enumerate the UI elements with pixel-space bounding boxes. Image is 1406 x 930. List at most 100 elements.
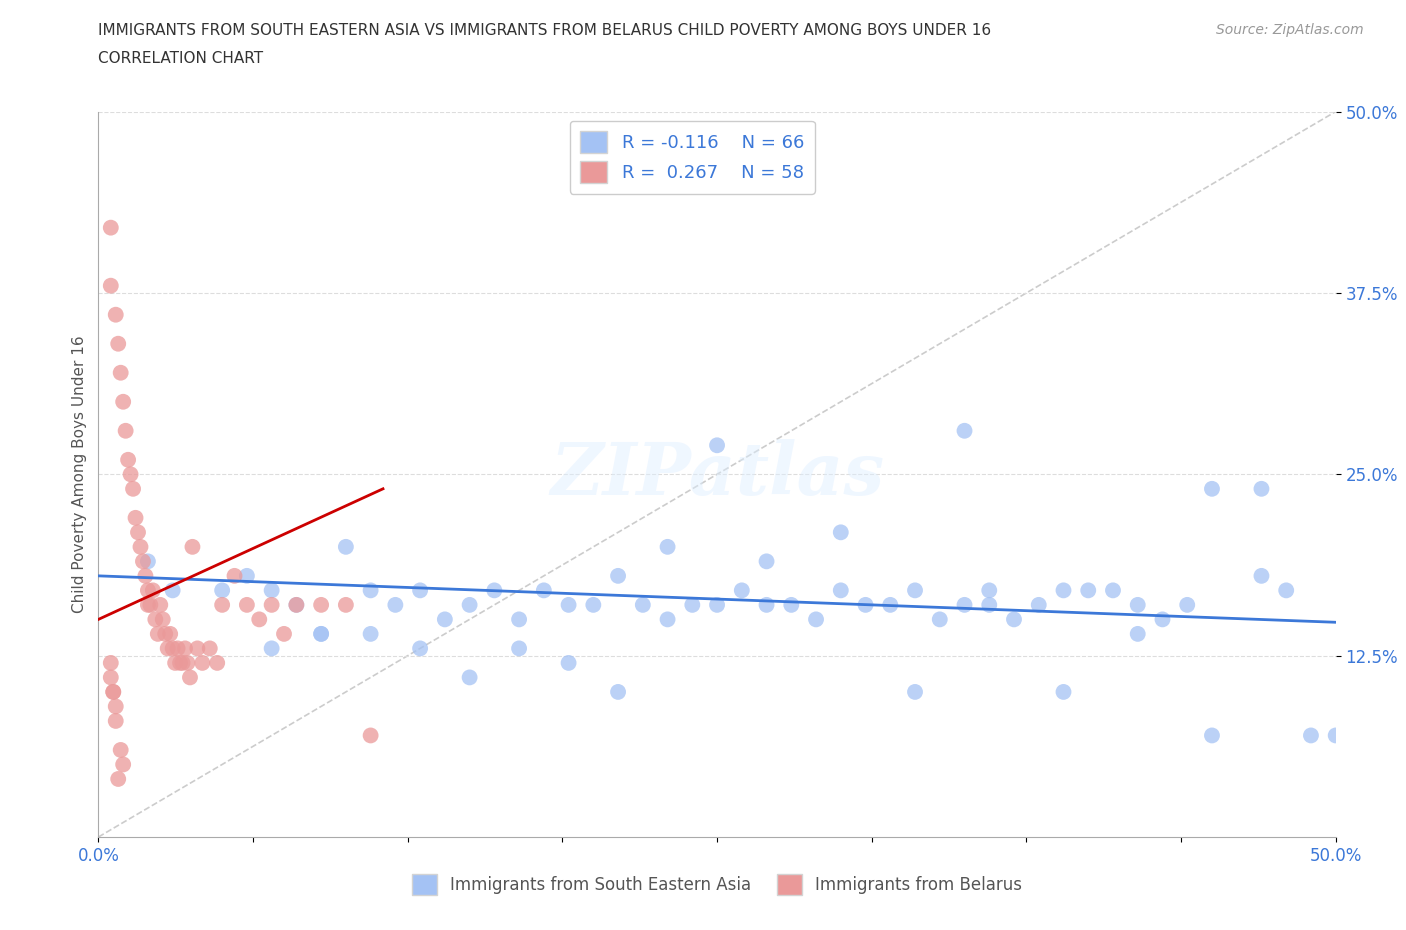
Point bbox=[124, 511, 146, 525]
Point bbox=[904, 583, 927, 598]
Point bbox=[112, 394, 135, 409]
Point bbox=[953, 597, 976, 612]
Point bbox=[1201, 482, 1223, 497]
Point bbox=[169, 656, 191, 671]
Point bbox=[1250, 482, 1272, 497]
Point bbox=[143, 612, 166, 627]
Point bbox=[110, 365, 132, 380]
Point bbox=[1126, 597, 1149, 612]
Point bbox=[100, 670, 122, 684]
Point bbox=[557, 656, 579, 671]
Point bbox=[657, 612, 679, 627]
Point bbox=[165, 656, 187, 671]
Point bbox=[260, 641, 283, 656]
Point bbox=[360, 583, 382, 598]
Point bbox=[166, 641, 188, 656]
Point bbox=[1052, 684, 1074, 699]
Text: CORRELATION CHART: CORRELATION CHART bbox=[98, 51, 263, 66]
Point bbox=[804, 612, 827, 627]
Point bbox=[904, 684, 927, 699]
Point bbox=[139, 597, 162, 612]
Point bbox=[607, 684, 630, 699]
Point bbox=[433, 612, 456, 627]
Point bbox=[149, 597, 172, 612]
Point bbox=[120, 467, 142, 482]
Point bbox=[129, 539, 152, 554]
Point bbox=[146, 627, 169, 642]
Point bbox=[1028, 597, 1050, 612]
Point bbox=[1201, 728, 1223, 743]
Point bbox=[152, 612, 174, 627]
Point bbox=[132, 554, 155, 569]
Point bbox=[181, 539, 204, 554]
Point bbox=[127, 525, 149, 539]
Point bbox=[100, 656, 122, 671]
Point bbox=[484, 583, 506, 598]
Point bbox=[706, 597, 728, 612]
Point bbox=[1299, 728, 1322, 743]
Point bbox=[582, 597, 605, 612]
Point bbox=[205, 656, 228, 671]
Point bbox=[155, 627, 177, 642]
Point bbox=[953, 423, 976, 438]
Point bbox=[104, 713, 127, 728]
Point bbox=[1250, 568, 1272, 583]
Point bbox=[855, 597, 877, 612]
Point bbox=[631, 597, 654, 612]
Point bbox=[273, 627, 295, 642]
Point bbox=[112, 757, 135, 772]
Point bbox=[100, 278, 122, 293]
Point bbox=[508, 641, 530, 656]
Point bbox=[557, 597, 579, 612]
Point bbox=[110, 742, 132, 757]
Point bbox=[104, 699, 127, 714]
Point bbox=[114, 423, 136, 438]
Point bbox=[236, 597, 259, 612]
Point bbox=[107, 337, 129, 352]
Point bbox=[122, 482, 145, 497]
Point bbox=[136, 583, 159, 598]
Point bbox=[409, 583, 432, 598]
Point bbox=[162, 583, 184, 598]
Point bbox=[384, 597, 406, 612]
Point bbox=[458, 597, 481, 612]
Point bbox=[458, 670, 481, 684]
Point bbox=[103, 684, 125, 699]
Point bbox=[142, 583, 165, 598]
Point bbox=[979, 597, 1001, 612]
Point bbox=[156, 641, 179, 656]
Point bbox=[979, 583, 1001, 598]
Point bbox=[1052, 583, 1074, 598]
Text: Source: ZipAtlas.com: Source: ZipAtlas.com bbox=[1216, 23, 1364, 37]
Point bbox=[409, 641, 432, 656]
Point bbox=[607, 568, 630, 583]
Point bbox=[260, 583, 283, 598]
Point bbox=[335, 539, 357, 554]
Point bbox=[360, 627, 382, 642]
Point bbox=[285, 597, 308, 612]
Point bbox=[780, 597, 803, 612]
Point bbox=[508, 612, 530, 627]
Point bbox=[309, 627, 332, 642]
Point bbox=[731, 583, 754, 598]
Point bbox=[706, 438, 728, 453]
Point bbox=[335, 597, 357, 612]
Point bbox=[1102, 583, 1125, 598]
Point bbox=[186, 641, 208, 656]
Point bbox=[247, 612, 270, 627]
Point bbox=[928, 612, 950, 627]
Point bbox=[1324, 728, 1347, 743]
Point bbox=[107, 772, 129, 787]
Point bbox=[224, 568, 246, 583]
Point bbox=[172, 656, 194, 671]
Point bbox=[830, 583, 852, 598]
Point bbox=[159, 627, 181, 642]
Point bbox=[657, 539, 679, 554]
Point bbox=[211, 583, 233, 598]
Point bbox=[1152, 612, 1174, 627]
Point bbox=[1175, 597, 1198, 612]
Point bbox=[1002, 612, 1025, 627]
Point bbox=[309, 597, 332, 612]
Point bbox=[755, 597, 778, 612]
Point bbox=[104, 307, 127, 322]
